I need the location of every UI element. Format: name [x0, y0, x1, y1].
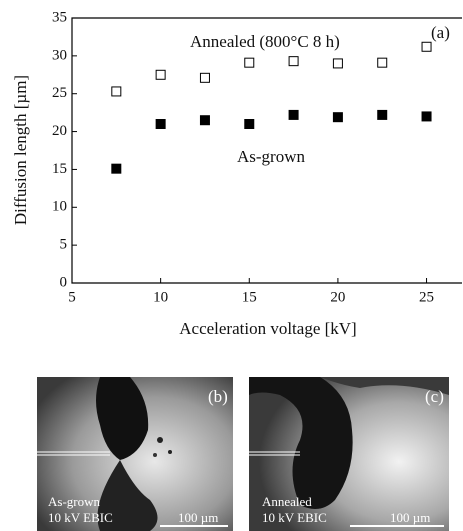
x-tick-label: 15 — [242, 289, 257, 305]
y-tick-label: 0 — [60, 274, 68, 290]
marker — [332, 112, 343, 123]
series-label: As-grown — [237, 147, 305, 166]
y-tick-label: 15 — [52, 161, 67, 177]
marker — [288, 109, 299, 120]
y-axis-label: Diffusion length [µm] — [11, 75, 30, 225]
panel-text: Annealed — [262, 494, 312, 509]
x-tick-label: 20 — [330, 289, 345, 305]
x-axis-label: Acceleration voltage [kV] — [179, 319, 356, 338]
marker — [244, 119, 255, 129]
y-tick-label: 5 — [60, 237, 68, 253]
marker — [421, 111, 432, 122]
x-tick-label: 25 — [419, 289, 434, 305]
x-tick-label: 10 — [153, 289, 168, 305]
marker — [332, 58, 343, 69]
y-tick-label: 20 — [52, 123, 67, 139]
marker — [377, 57, 388, 68]
marker — [377, 109, 388, 120]
panel-label: (a) — [431, 23, 450, 42]
series-label: Annealed (800°C 8 h) — [190, 32, 340, 51]
scale-bar-label: 100 µm — [390, 510, 430, 525]
x-tick-label: 5 — [68, 289, 76, 305]
marker — [111, 86, 122, 97]
marker — [244, 57, 255, 68]
y-tick-label: 35 — [52, 9, 67, 25]
marker — [421, 41, 432, 52]
marker — [155, 119, 166, 129]
panel-text: As-grown — [48, 494, 100, 509]
y-tick-label: 10 — [52, 199, 67, 215]
y-tick-label: 25 — [52, 85, 67, 101]
axes — [71, 17, 462, 284]
panel-text: 10 kV EBIC — [262, 510, 327, 525]
panel-label: (c) — [425, 387, 444, 406]
marker — [199, 115, 210, 126]
marker — [288, 56, 299, 67]
marker — [199, 72, 210, 83]
micrograph-c: (c) Annealed 10 kV EBIC 100 µm — [249, 377, 449, 531]
marker — [155, 69, 166, 80]
panel-text: 10 kV EBIC — [48, 510, 113, 525]
panel-label: (b) — [208, 387, 228, 406]
micrograph-b: (b) As-grown 10 kV EBIC 100 µm — [37, 377, 233, 531]
scale-bar-label: 100 µm — [178, 510, 218, 525]
y-tick-label: 30 — [52, 47, 67, 63]
marker — [111, 163, 122, 174]
